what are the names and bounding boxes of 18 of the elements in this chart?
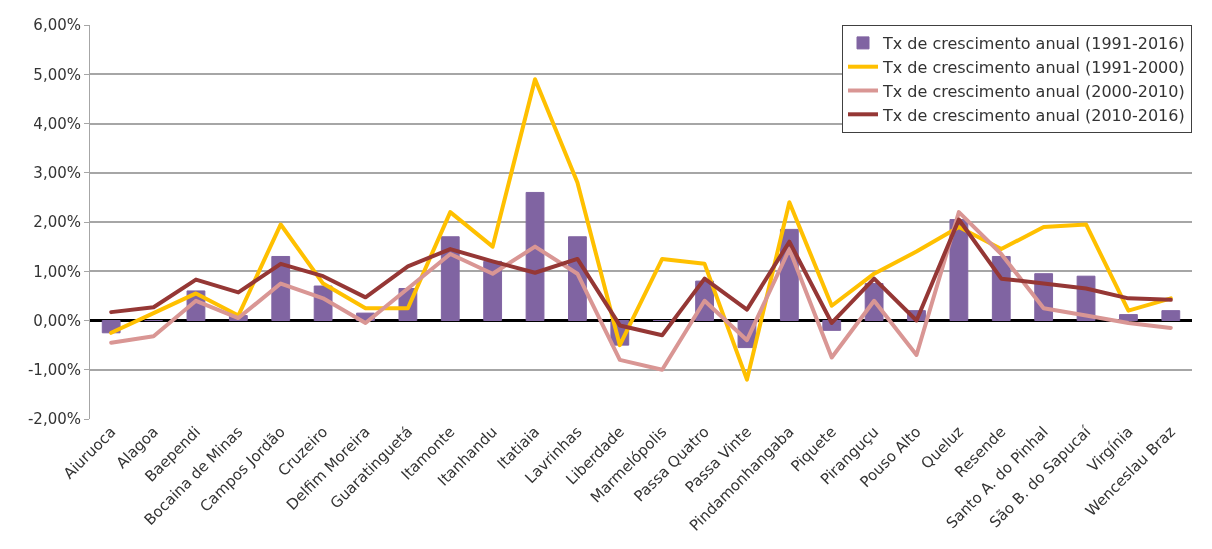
y-tick-label: 3,00% [33, 164, 81, 182]
legend-label: Tx de crescimento anual (1991-2016) [882, 34, 1185, 54]
y-tick-label: 4,00% [33, 114, 81, 133]
bar [525, 191, 545, 321]
legend-label: Tx de crescimento anual (1991-2000) [882, 57, 1185, 77]
y-tick-label: 2,00% [33, 213, 81, 232]
y-tick-label: 0,00% [33, 311, 81, 330]
bar [1119, 314, 1138, 321]
bar [1161, 310, 1181, 321]
y-tick-label: 5,00% [33, 65, 81, 84]
y-tick-label: -2,00% [27, 410, 81, 429]
legend-label: Tx de crescimento anual (2010-2016) [882, 105, 1185, 125]
y-tick-label: 1,00% [33, 262, 81, 281]
legend-label: Tx de crescimento anual (2000-2010) [882, 81, 1185, 101]
y-tick-label: 6,00% [33, 16, 81, 35]
line-series [109, 217, 1173, 338]
y-tick-label: -1,00% [27, 361, 81, 379]
line-series [109, 210, 1173, 372]
